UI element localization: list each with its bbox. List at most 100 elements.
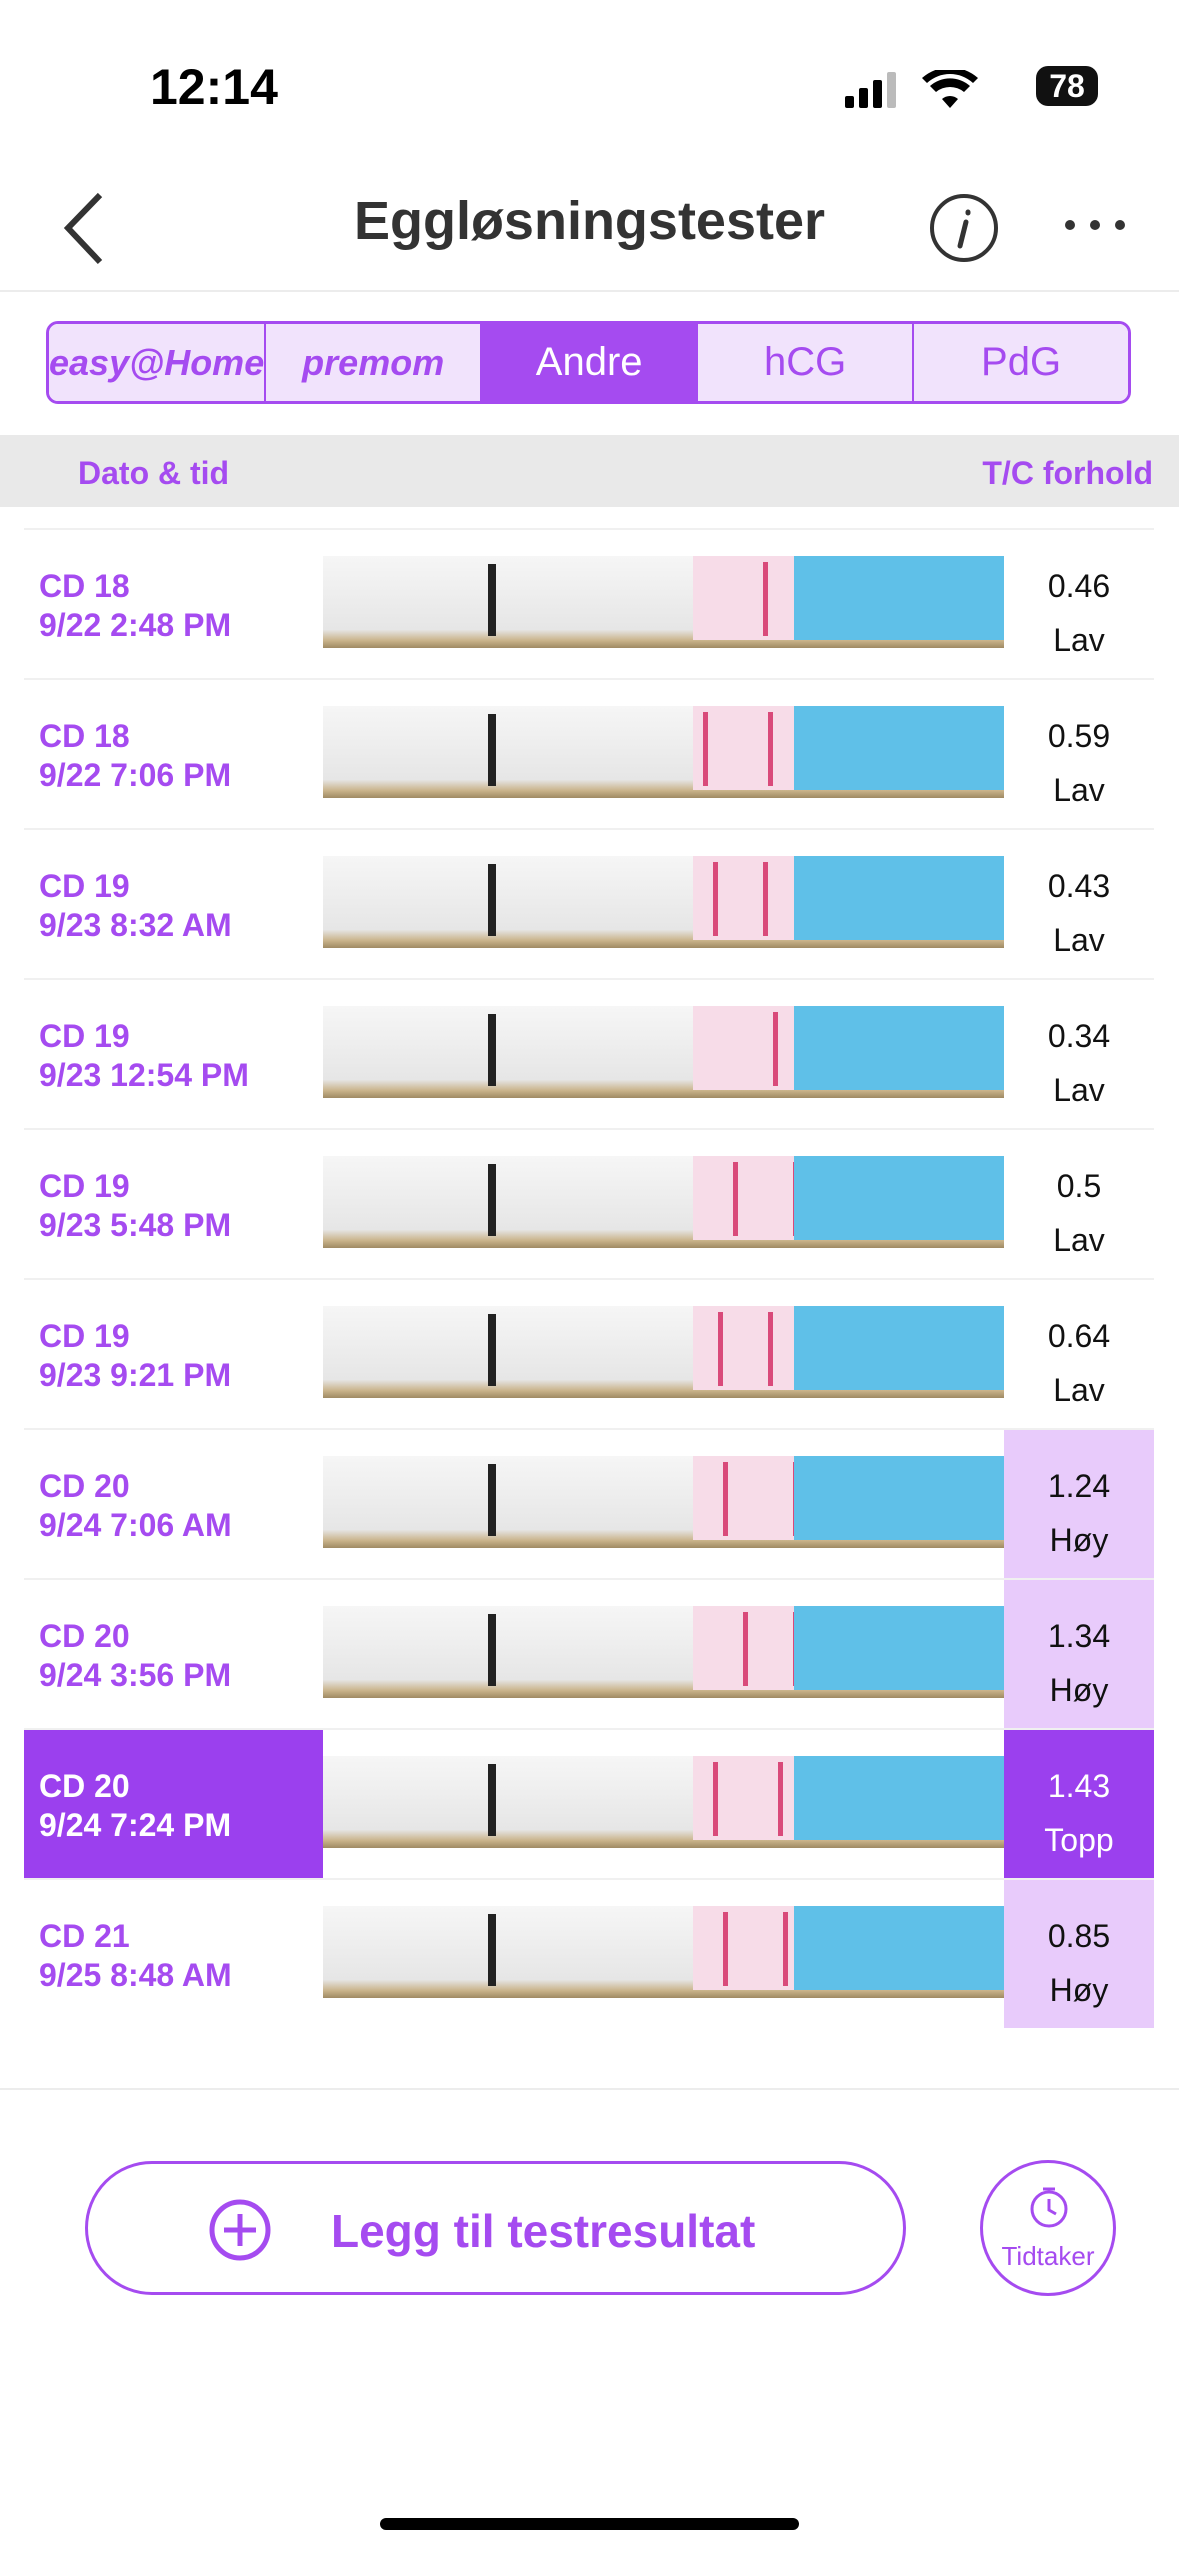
row-ratio: 0.59 Lav (1004, 680, 1154, 828)
strip-handle (794, 1006, 1004, 1090)
strip-handle (794, 1906, 1004, 1990)
ratio: 0.5 (1056, 1168, 1102, 1204)
datetime: 9/25 8:48 AM (39, 1957, 232, 1993)
datetime: 9/24 3:56 PM (39, 1657, 232, 1693)
strip-handle (794, 1456, 1004, 1540)
ratio: 0.64 (1047, 1318, 1111, 1354)
test-strip-photo (323, 556, 1004, 648)
table-header: Dato & tid T/C forhold (0, 435, 1179, 507)
level: Lav (1053, 1072, 1105, 1108)
row-ratio: 1.24 Høy (1004, 1430, 1154, 1578)
strip-line (703, 712, 708, 786)
result-row[interactable]: CD 20 9/24 3:56 PM 1.34 Høy (24, 1578, 1154, 1728)
tab[interactable]: premom (266, 324, 483, 401)
strip-bar (488, 1314, 496, 1386)
column-header: T/C forhold (982, 455, 1153, 491)
timer-icon (1030, 2187, 1068, 2228)
cycle-day: CD 20 (39, 1618, 130, 1654)
result-row[interactable]: CD 20 9/24 7:06 AM 1.24 Høy (24, 1428, 1154, 1578)
level: Lav (1053, 1372, 1105, 1408)
level: Topp (1044, 1822, 1114, 1858)
ratio: 0.34 (1047, 1018, 1111, 1054)
ratio: 1.34 (1047, 1618, 1111, 1654)
test-strip-photo (323, 706, 1004, 798)
cycle-day: CD 21 (39, 1918, 130, 1954)
row-date: CD 20 9/24 3:56 PM (24, 1580, 323, 1728)
result-row[interactable]: CD 21 9/25 8:48 AM 0.85 Høy (24, 1878, 1154, 2028)
strip-line (718, 1312, 723, 1386)
ratio: 0.59 (1047, 718, 1111, 754)
strip-line (743, 1612, 748, 1686)
result-row[interactable]: CD 19 9/23 8:32 AM 0.43 Lav (24, 828, 1154, 978)
tab[interactable]: easy@Home (49, 324, 267, 401)
tab[interactable]: PdG (914, 324, 1128, 401)
plus-icon (209, 2199, 271, 2261)
cycle-day: CD 19 (39, 1018, 130, 1054)
strip-bar (488, 1614, 496, 1686)
level: Lav (1053, 772, 1105, 808)
row-ratio: 0.85 Høy (1004, 1880, 1154, 2028)
ratio: 1.24 (1047, 1468, 1111, 1504)
datetime: 9/22 2:48 PM (39, 607, 232, 643)
row-ratio: 0.5 Lav (1004, 1130, 1154, 1278)
tab[interactable]: hCG (698, 324, 915, 401)
row-date: CD 19 9/23 5:48 PM (24, 1130, 323, 1278)
row-ratio: 1.43 Topp (1004, 1730, 1154, 1878)
divider (0, 2088, 1179, 2090)
datetime: 9/24 7:06 AM (39, 1507, 232, 1543)
add-result-button[interactable]: Legg til testresultat (85, 2161, 906, 2295)
strip-handle (794, 556, 1004, 640)
result-row[interactable]: CD 19 9/23 12:54 PM 0.34 Lav (24, 978, 1154, 1128)
row-date: CD 19 9/23 9:21 PM (24, 1280, 323, 1428)
datetime: 9/23 5:48 PM (39, 1207, 232, 1243)
level: Lav (1053, 622, 1105, 658)
strip-bar (488, 1014, 496, 1086)
strip-handle (794, 706, 1004, 790)
strip-line (768, 712, 773, 786)
strip-line (783, 1912, 788, 1986)
result-row[interactable]: CD 18 9/22 2:48 PM 0.46 Lav (24, 528, 1154, 678)
divider (0, 290, 1179, 292)
strip-line (713, 862, 718, 936)
ratio: 0.46 (1047, 568, 1111, 604)
info-button[interactable] (928, 192, 1000, 264)
cycle-day: CD 20 (39, 1768, 130, 1804)
datetime: 9/23 8:32 AM (39, 907, 232, 943)
strip-bar (488, 714, 496, 786)
test-strip-photo (323, 1756, 1004, 1848)
row-date: CD 19 9/23 8:32 AM (24, 830, 323, 978)
brand-tabs: easy@Home premom Andre hCG PdG (46, 321, 1131, 404)
row-date: CD 20 9/24 7:24 PM (24, 1730, 323, 1878)
test-strip-photo (323, 856, 1004, 948)
cycle-day: CD 19 (39, 1318, 130, 1354)
result-row[interactable]: CD 19 9/23 9:21 PM 0.64 Lav (24, 1278, 1154, 1428)
cycle-day: CD 18 (39, 718, 130, 754)
strip-line (768, 1312, 773, 1386)
cycle-day: CD 19 (39, 868, 130, 904)
level: Høy (1049, 1972, 1109, 2008)
row-date: CD 18 9/22 7:06 PM (24, 680, 323, 828)
test-strip-photo (323, 1306, 1004, 1398)
strip-line (733, 1162, 738, 1236)
cycle-day: CD 18 (39, 568, 130, 604)
strip-line (763, 562, 768, 636)
strip-line (723, 1462, 728, 1536)
result-row[interactable]: CD 20 9/24 7:24 PM 1.43 Topp (24, 1728, 1154, 1878)
back-button[interactable] (60, 190, 110, 270)
test-strip-photo (323, 1906, 1004, 1998)
strip-handle (794, 856, 1004, 940)
tab[interactable]: Andre (482, 324, 699, 401)
level: Lav (1053, 922, 1105, 958)
row-date: CD 20 9/24 7:06 AM (24, 1430, 323, 1578)
timer-button[interactable]: Tidtaker (980, 2160, 1116, 2296)
datetime: 9/24 7:24 PM (39, 1807, 232, 1843)
strip-bar (488, 1764, 496, 1836)
result-row[interactable]: CD 19 9/23 5:48 PM 0.5 Lav (24, 1128, 1154, 1278)
row-date: CD 21 9/25 8:48 AM (24, 1880, 323, 2028)
strip-line (778, 1762, 783, 1836)
result-row[interactable]: CD 18 9/22 7:06 PM 0.59 Lav (24, 678, 1154, 828)
more-button[interactable] (1060, 215, 1130, 235)
test-strip-photo (323, 1006, 1004, 1098)
row-date: CD 18 9/22 2:48 PM (24, 530, 323, 678)
